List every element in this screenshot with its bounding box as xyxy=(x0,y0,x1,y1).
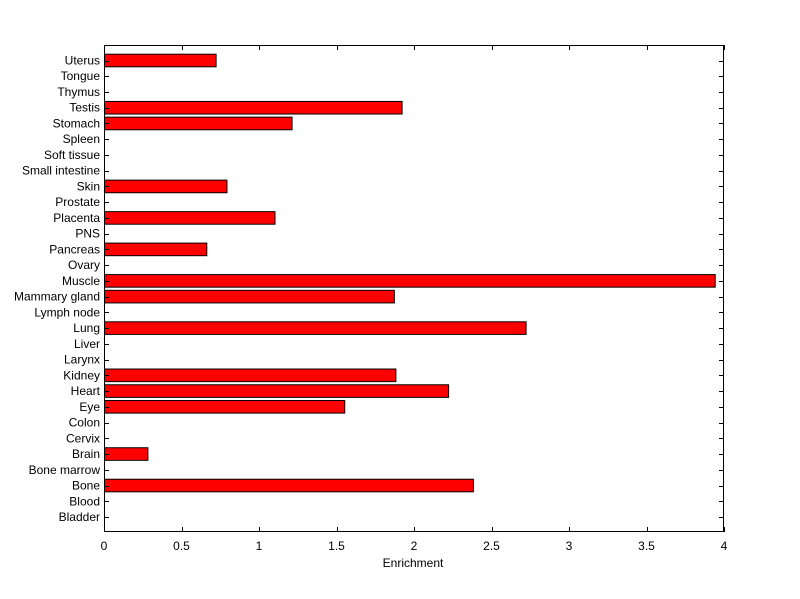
y-tick-label-small-intestine: Small intestine xyxy=(22,164,100,178)
y-tick-label-bone: Bone xyxy=(72,479,100,493)
y-tick-label-cervix: Cervix xyxy=(66,431,100,445)
y-tick-label-blood: Blood xyxy=(69,494,100,508)
y-tick-label-prostate: Prostate xyxy=(55,195,100,209)
plot-area-frame xyxy=(104,45,724,532)
y-tick-label-skin: Skin xyxy=(77,179,100,193)
x-tick-label-2: 1 xyxy=(256,539,263,553)
y-tick-label-thymus: Thymus xyxy=(57,85,100,99)
y-tick-label-spleen: Spleen xyxy=(63,132,100,146)
x-tick-label-6: 3 xyxy=(566,539,573,553)
bar-lung xyxy=(104,321,527,335)
x-tick-label-3: 1.5 xyxy=(328,539,345,553)
y-tick-label-pancreas: Pancreas xyxy=(49,242,100,256)
y-tick-label-muscle: Muscle xyxy=(62,274,100,288)
bar-stomach xyxy=(104,116,293,131)
bar-eye xyxy=(104,400,346,414)
y-tick-label-mammary-gland: Mammary gland xyxy=(14,290,100,304)
y-tick-label-ovary: Ovary xyxy=(68,258,100,272)
y-tick-label-lung: Lung xyxy=(73,321,100,335)
y-tick-label-bladder: Bladder xyxy=(59,510,100,524)
y-tick-label-stomach: Stomach xyxy=(53,116,100,130)
bar-skin xyxy=(104,179,228,194)
y-tick-label-liver: Liver xyxy=(74,337,100,351)
x-tick-label-8: 4 xyxy=(721,539,728,553)
y-tick-label-tongue: Tongue xyxy=(61,69,101,83)
x-tick-label-4: 2 xyxy=(411,539,418,553)
x-tick-label-5: 2.5 xyxy=(483,539,500,553)
y-tick-label-brain: Brain xyxy=(72,447,100,461)
bar-bone xyxy=(104,478,474,493)
y-tick-label-placenta: Placenta xyxy=(53,211,100,225)
y-tick-label-eye: Eye xyxy=(79,400,100,414)
y-tick-label-lymph-node: Lymph node xyxy=(34,305,100,319)
y-tick-label-kidney: Kidney xyxy=(63,368,100,382)
x-axis-label: Enrichment xyxy=(383,556,444,570)
y-tick-label-testis: Testis xyxy=(69,101,100,115)
bar-testis xyxy=(104,100,403,115)
bar-muscle xyxy=(104,274,716,288)
bar-pancreas xyxy=(104,242,208,257)
y-tick-label-heart: Heart xyxy=(71,384,101,398)
y-tick-label-uterus: Uterus xyxy=(65,54,100,68)
x-tick-label-1: 0.5 xyxy=(173,539,190,553)
bar-heart xyxy=(104,384,450,398)
y-tick-label-larynx: Larynx xyxy=(64,353,100,367)
bar-kidney xyxy=(104,368,397,383)
y-tick-label-bone-marrow: Bone marrow xyxy=(29,463,101,477)
y-tick-label-colon: Colon xyxy=(69,416,100,430)
y-tick-label-soft-tissue: Soft tissue xyxy=(44,148,100,162)
bar-brain xyxy=(104,447,149,461)
bar-placenta xyxy=(104,211,276,225)
bar-mammary-gland xyxy=(104,289,395,304)
x-tick-label-0: 0 xyxy=(101,539,108,553)
y-tick-label-pns: PNS xyxy=(75,227,100,241)
bar-uterus xyxy=(104,53,217,68)
x-ticks-group: 0 0.5 1 1.5 2 2.5 3 3.5 4 xyxy=(101,45,728,553)
x-tick-label-7: 3.5 xyxy=(638,539,655,553)
